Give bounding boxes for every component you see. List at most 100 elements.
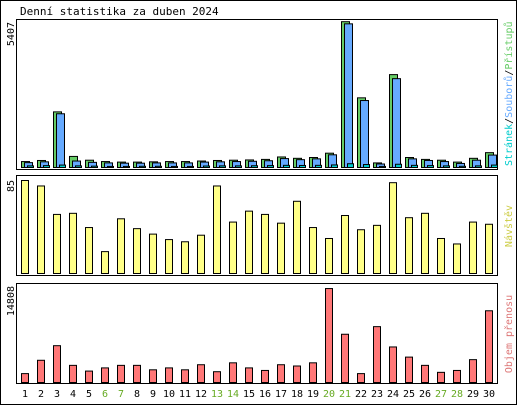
bar-souboru-day-22 <box>360 100 369 168</box>
bar-objem-day-26 <box>421 364 429 384</box>
x-tick-label-day-15: 15 <box>243 389 255 400</box>
bar-navstev-day-1 <box>21 180 29 274</box>
bar-objem-day-30 <box>485 310 493 383</box>
legend-volume: Objem přenosu <box>503 295 515 373</box>
x-tick-label-day-12: 12 <box>195 389 207 400</box>
bar-stranek-day-27 <box>443 165 450 169</box>
x-tick-label-day-5: 5 <box>86 389 92 400</box>
bar-stranek-day-3 <box>59 164 66 169</box>
bar-navstev-day-26 <box>421 212 429 275</box>
bar-objem-day-2 <box>37 359 45 384</box>
x-tick-label-day-4: 4 <box>70 389 76 400</box>
bar-objem-day-8 <box>133 364 141 384</box>
x-tick-label-day-20: 20 <box>323 389 335 400</box>
bar-stranek-day-26 <box>427 165 434 169</box>
legend-pristupu: Přístupů <box>503 21 515 69</box>
legend-visits: Návštěv <box>503 205 515 247</box>
bar-objem-day-21 <box>341 333 349 383</box>
bar-navstev-day-13 <box>213 185 221 274</box>
x-tick-label-day-14: 14 <box>227 389 239 400</box>
bar-navstev-day-20 <box>325 237 333 274</box>
bar-navstev-day-25 <box>405 217 413 274</box>
x-tick-label-day-30: 30 <box>483 389 495 400</box>
bar-stranek-day-18 <box>299 164 306 169</box>
x-tick-label-day-27: 27 <box>435 389 447 400</box>
legend-sep-2: / <box>504 70 515 76</box>
x-tick-label-day-26: 26 <box>419 389 431 400</box>
bar-objem-day-27 <box>437 371 445 383</box>
x-tick-label-day-8: 8 <box>134 389 140 400</box>
bar-navstev-day-3 <box>53 213 61 274</box>
bar-navstev-day-21 <box>341 215 349 274</box>
bars-hits-group <box>21 21 498 169</box>
bar-souboru-day-24 <box>392 78 401 168</box>
bar-stranek-day-28 <box>459 165 466 169</box>
bar-navstev-day-19 <box>309 227 317 274</box>
bar-objem-day-1 <box>21 373 29 384</box>
bar-objem-day-10 <box>165 367 173 383</box>
bar-navstev-day-9 <box>149 233 157 275</box>
chart-title: Denní statistika za duben 2024 <box>20 5 219 18</box>
x-tick-label-day-25: 25 <box>403 389 415 400</box>
bar-navstev-day-16 <box>261 213 269 274</box>
bar-objem-day-19 <box>309 362 317 383</box>
bar-objem-day-29 <box>469 359 477 384</box>
bar-navstev-day-2 <box>37 185 45 274</box>
y-max-label-visits: 85 <box>6 180 17 192</box>
bar-objem-day-4 <box>69 364 77 384</box>
bar-navstev-day-17 <box>277 222 285 275</box>
bar-objem-day-28 <box>453 369 461 384</box>
x-tick-label-day-2: 2 <box>38 389 44 400</box>
bar-navstev-day-6 <box>101 251 109 274</box>
bar-navstev-day-10 <box>165 239 173 274</box>
bar-stranek-day-22 <box>363 164 370 168</box>
bar-objem-day-13 <box>213 371 221 383</box>
x-tick-label-day-29: 29 <box>467 389 479 400</box>
legend-souboru: Souborů <box>503 76 515 118</box>
bar-objem-day-14 <box>229 362 237 383</box>
bar-navstev-day-23 <box>373 224 381 275</box>
bar-navstev-day-8 <box>133 228 141 274</box>
legend-sep-1: / <box>504 118 515 124</box>
bar-objem-day-12 <box>197 364 205 384</box>
x-tick-label-day-21: 21 <box>339 389 351 400</box>
legend-stranek: Stránek <box>503 124 515 166</box>
bar-stranek-day-13 <box>219 165 226 169</box>
bar-stranek-day-24 <box>395 163 402 168</box>
bar-objem-day-23 <box>373 326 381 384</box>
bar-objem-day-16 <box>261 369 269 384</box>
bar-souboru-day-3 <box>56 113 65 168</box>
bar-stranek-day-20 <box>331 164 338 168</box>
x-tick-label-day-22: 22 <box>355 389 367 400</box>
legend-hits: Stránek/Souborů/Přístupů <box>503 21 515 166</box>
bar-stranek-day-29 <box>475 165 482 169</box>
panel-frame-volume <box>16 283 498 384</box>
bar-stranek-day-7 <box>123 165 130 169</box>
bar-navstev-day-5 <box>85 227 93 274</box>
y-max-label-hits: 5407 <box>6 22 17 46</box>
bars-visits-group <box>21 180 493 275</box>
x-tick-label-day-18: 18 <box>291 389 303 400</box>
x-tick-label-day-7: 7 <box>118 389 124 400</box>
bar-stranek-day-9 <box>155 165 162 169</box>
bar-stranek-day-30 <box>491 164 498 169</box>
panel-frame-visits <box>16 175 498 276</box>
bar-stranek-day-19 <box>315 164 322 169</box>
x-axis-labels: 1 2 3 4 5 6 7 8 9 10 11 12 13 14 15 16 17 18 19 20 21 22 23 24 2… <box>22 389 495 400</box>
x-tick-label-day-11: 11 <box>179 389 191 400</box>
x-tick-label-day-28: 28 <box>451 389 463 400</box>
bar-objem-day-15 <box>245 367 253 383</box>
bars-volume-group <box>21 288 493 384</box>
bar-objem-day-9 <box>149 369 157 384</box>
bar-stranek-day-14 <box>235 165 242 169</box>
bar-objem-day-7 <box>117 364 125 384</box>
x-tick-label-day-9: 9 <box>150 389 156 400</box>
bar-stranek-day-4 <box>75 165 82 169</box>
x-tick-label-day-6: 6 <box>102 389 108 400</box>
bar-navstev-day-14 <box>229 221 237 275</box>
bar-stranek-day-11 <box>187 165 194 169</box>
bar-navstev-day-7 <box>117 218 125 274</box>
bar-navstev-day-12 <box>197 234 205 275</box>
